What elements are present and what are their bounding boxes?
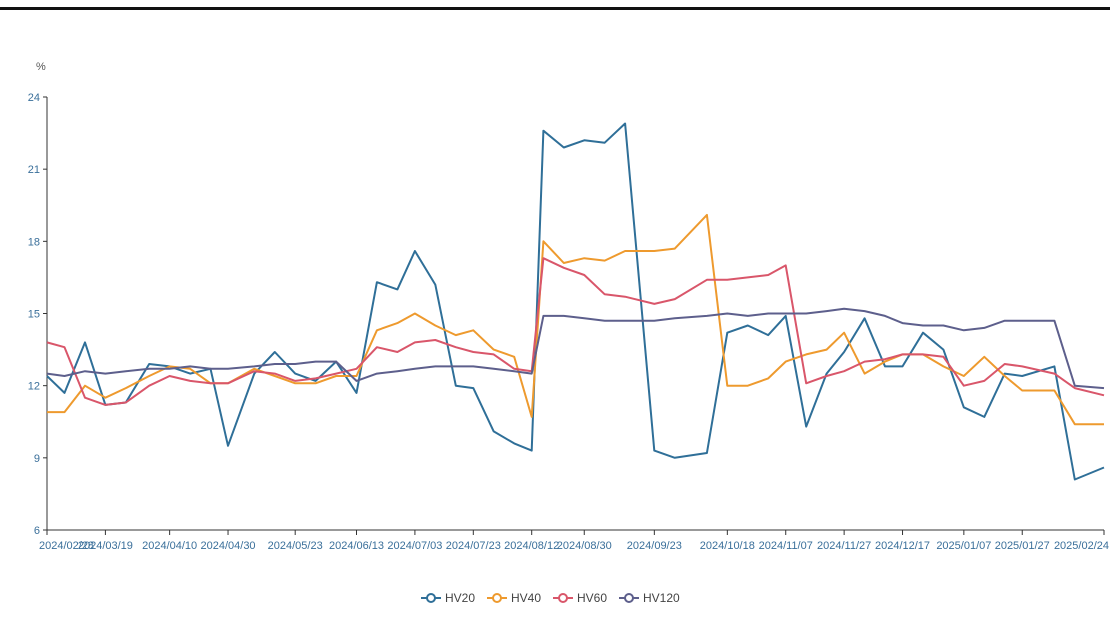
y-axis-unit-label: % <box>36 61 46 73</box>
legend-swatch-marker <box>426 593 436 603</box>
y-tick-label: 21 <box>28 164 40 176</box>
x-tick-label: 2024/09/23 <box>627 540 682 552</box>
x-tick-label: 2024/02/28 <box>39 540 94 552</box>
x-tick-label: 2024/07/03 <box>387 540 442 552</box>
x-tick-label: 2025/01/07 <box>936 540 991 552</box>
legend-item-hv40[interactable]: HV40 <box>487 591 541 605</box>
y-tick-label: 6 <box>34 525 40 537</box>
x-tick-label: 2024/07/23 <box>446 540 501 552</box>
series-line-hv120 <box>46 307 1105 390</box>
x-tick-label: 2024/04/30 <box>201 540 256 552</box>
legend-label: HV60 <box>577 591 607 605</box>
x-tick-label: 2025/02/24 <box>1054 540 1109 552</box>
legend-item-hv120[interactable]: HV120 <box>619 591 680 605</box>
series-line-hv40 <box>47 213 1104 426</box>
x-tick-label: 2024/08/30 <box>557 540 612 552</box>
y-tick-label: 15 <box>28 309 40 321</box>
x-tick-label: 2024/06/13 <box>329 540 384 552</box>
legend[interactable]: HV20 HV40 HV60 HV120 <box>421 591 680 605</box>
x-tick-label: 2024/12/17 <box>875 540 930 552</box>
legend-item-hv60[interactable]: HV60 <box>553 591 607 605</box>
y-tick-label: 12 <box>28 381 40 393</box>
x-tick-label: 2025/01/27 <box>995 540 1050 552</box>
legend-label: HV20 <box>445 591 475 605</box>
x-tick-label: 2024/08/12 <box>504 540 559 552</box>
legend-label: HV40 <box>511 591 541 605</box>
series-line-hv60 <box>46 257 1105 406</box>
x-tick-label: 2024/03/19 <box>78 540 133 552</box>
legend-swatch-marker <box>558 593 568 603</box>
series-line-hv20 <box>46 122 1105 481</box>
legend-label: HV120 <box>643 591 680 605</box>
y-tick-label: 24 <box>28 92 40 104</box>
x-tick-label: 2024/05/23 <box>268 540 323 552</box>
x-tick-label: 2024/04/10 <box>142 540 197 552</box>
x-tick-label: 2024/11/27 <box>817 540 871 552</box>
legend-swatch-marker <box>624 593 634 603</box>
x-tick-label: 2024/10/18 <box>700 540 755 552</box>
y-tick-label: 9 <box>34 453 40 465</box>
legend-item-hv20[interactable]: HV20 <box>421 591 475 605</box>
legend-swatch-marker <box>492 593 502 603</box>
x-tick-label: 2024/11/07 <box>759 540 813 552</box>
series-layer <box>46 122 1105 481</box>
y-tick-label: 18 <box>28 236 40 248</box>
top-rule <box>0 7 1110 10</box>
